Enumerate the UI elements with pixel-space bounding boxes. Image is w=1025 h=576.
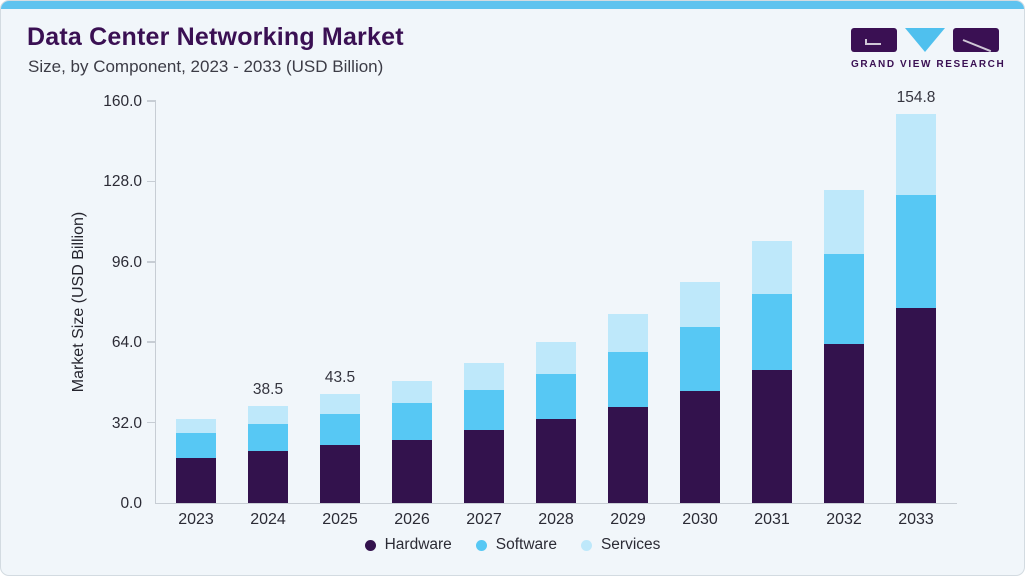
bar-segment-services-2028 [536, 341, 576, 374]
logo-glyphs [851, 28, 999, 53]
page-title: Data Center Networking Market [27, 23, 404, 51]
bar-segment-services-2030 [680, 282, 720, 327]
bar-segment-hardware-2024 [248, 451, 288, 503]
x-tick-label-2029: 2029 [610, 511, 646, 528]
grand-view-research-logo: GRAND VIEW RESEARCH [851, 28, 1006, 70]
bar-segment-hardware-2025 [320, 445, 360, 503]
logo-g-block [851, 28, 897, 52]
services-legend-dot-icon [580, 539, 592, 551]
x-tick-label-2026: 2026 [394, 511, 430, 528]
chart-legend: Hardware Software Services [1, 536, 1024, 554]
bar-segment-hardware-2027 [464, 430, 504, 503]
x-tick-label-2032: 2032 [826, 511, 862, 528]
legend-item-hardware: Hardware [364, 536, 452, 554]
y-axis-tick-64.0 [147, 341, 156, 343]
logo-r-mark [962, 39, 992, 53]
bar-total-label-2033: 154.8 [896, 89, 936, 107]
bar-segment-hardware-2032 [824, 344, 864, 503]
bar-segment-hardware-2026 [392, 439, 432, 503]
bar-segment-software-2026 [392, 403, 432, 440]
logo-v-triangle-icon [905, 28, 945, 52]
bar-segment-hardware-2030 [680, 390, 720, 503]
x-tick-label-2033: 2033 [898, 511, 934, 528]
bar-segment-hardware-2028 [536, 419, 576, 503]
logo-g-mark [865, 39, 881, 45]
x-tick-label-2025: 2025 [322, 511, 358, 528]
bar-segment-hardware-2031 [752, 370, 792, 503]
y-tick-label-0.0: 0.0 [120, 495, 142, 512]
bar-segment-software-2030 [680, 326, 720, 391]
top-accent-bar [1, 1, 1024, 9]
bar-segment-software-2032 [824, 253, 864, 345]
bar-segment-hardware-2029 [608, 406, 648, 503]
legend-label-software: Software [495, 536, 557, 553]
x-tick-label-2030: 2030 [682, 511, 718, 528]
y-axis-title: Market Size (USD Billion) [70, 211, 87, 393]
bar-segment-software-2027 [464, 389, 504, 431]
bar-segment-services-2026 [392, 380, 432, 404]
x-tick-label-2027: 2027 [466, 511, 502, 528]
bar-segment-services-2029 [608, 314, 648, 352]
plot-area: 0.0 32.0 64.0 96.0 128.0 160.0 2023 2024 38.5 202… [103, 89, 957, 528]
bar-segment-software-2033 [896, 194, 936, 309]
bar-segment-software-2025 [320, 413, 360, 446]
x-tick-label-2031: 2031 [754, 511, 790, 528]
y-tick-label-160.0: 160.0 [103, 93, 142, 110]
y-axis-tick-96.0 [147, 261, 156, 263]
logo-text: GRAND VIEW RESEARCH [851, 59, 1006, 70]
bar-segment-services-2031 [752, 241, 792, 295]
y-tick-label-96.0: 96.0 [111, 253, 142, 271]
y-axis-tick-160.0 [147, 100, 156, 102]
page-subtitle: Size, by Component, 2023 - 2033 (USD Bil… [28, 57, 384, 76]
hardware-legend-dot-icon [364, 539, 376, 551]
logo-r-block [953, 28, 999, 53]
bar-segment-services-2027 [464, 363, 504, 390]
bar-segment-services-2032 [824, 189, 864, 254]
bar-segment-software-2029 [608, 352, 648, 407]
bar-segment-software-2024 [248, 424, 288, 452]
bar-segment-services-2033 [896, 114, 936, 195]
bar-segment-services-2024 [248, 406, 288, 425]
bar-segment-hardware-2033 [896, 308, 936, 503]
bar-segment-hardware-2023 [176, 457, 216, 503]
y-axis-tick-128.0 [147, 180, 156, 183]
legend-label-services: Services [600, 536, 661, 553]
legend-label-hardware: Hardware [384, 536, 452, 553]
bar-segment-software-2031 [752, 294, 792, 371]
bar-segment-services-2023 [176, 418, 216, 434]
bar-segment-services-2025 [320, 393, 360, 414]
y-tick-label-128.0: 128.0 [103, 173, 142, 191]
x-tick-label-2028: 2028 [538, 511, 574, 528]
y-axis-tick-32.0 [147, 421, 156, 424]
legend-item-software: Software [475, 536, 557, 554]
x-tick-label-2023: 2023 [178, 511, 214, 528]
y-tick-label-32.0: 32.0 [111, 414, 142, 432]
bar-total-label-2025: 43.5 [324, 368, 356, 386]
bar-segment-software-2028 [536, 373, 576, 420]
x-tick-label-2024: 2024 [250, 511, 286, 528]
y-tick-label-64.0: 64.0 [111, 334, 142, 352]
bar-total-label-2024: 38.5 [252, 381, 284, 399]
legend-item-services: Services [580, 536, 661, 554]
software-legend-dot-icon [475, 539, 487, 551]
bar-segment-software-2023 [176, 433, 216, 458]
